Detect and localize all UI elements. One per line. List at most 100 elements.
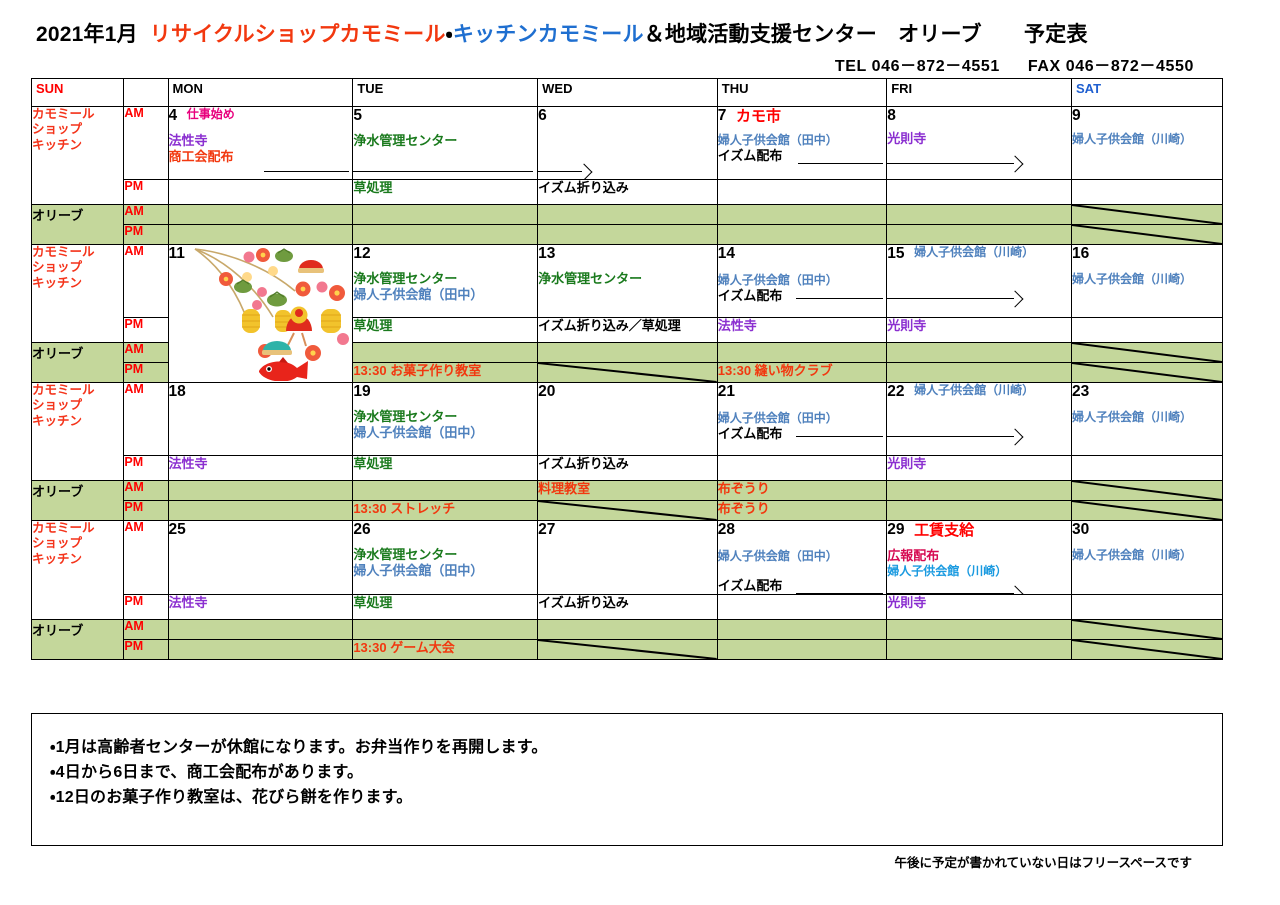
cell-week2-tue-olive-pm[interactable]: 13:30 お菓子作り教室 [352, 362, 539, 383]
cell-week1-fri-olive-am[interactable] [886, 204, 1072, 225]
cell-week3-sat-olive-am[interactable] [1071, 480, 1223, 501]
cell-week4-sat-olive-am[interactable] [1071, 618, 1223, 640]
cell-week1-thu-olive-am[interactable] [716, 204, 888, 225]
cell-week2-thu-olive-pm[interactable]: 13:30 縫い物クラブ [716, 362, 888, 383]
cell-week2-sat-am[interactable]: 16 婦人子供会館（川崎） [1071, 244, 1223, 318]
cell-week4-thu-pm[interactable] [716, 593, 888, 620]
cell-week3-tue-olive-pm[interactable]: 13:30 ストレッチ [352, 500, 539, 521]
cell-week1-mon-pm[interactable] [167, 179, 354, 205]
cell-week2-tue-pm[interactable]: 草処理 [352, 317, 539, 343]
cell-week4-tue-am[interactable]: 26 浄水管理センター 婦人子供会館（田中） [352, 520, 539, 595]
cell-week1-sat-pm[interactable] [1071, 179, 1223, 205]
cell-week1-fri-am[interactable]: 8 光則寺 [886, 106, 1072, 180]
cell-week1-mon-olive-pm[interactable] [167, 224, 354, 245]
cell-week3-tue-am[interactable]: 19 浄水管理センター 婦人子供会館（田中） [352, 382, 539, 456]
cell-week1-mon-am[interactable]: 4 仕事始め 法性寺 商工会配布 [167, 106, 354, 180]
cell-week1-tue-olive-am[interactable] [352, 204, 539, 225]
cell-week3-thu-pm[interactable] [716, 455, 888, 481]
cell-week3-wed-olive-pm[interactable] [537, 500, 718, 521]
cell-week4-sat-olive-pm[interactable] [1071, 638, 1223, 660]
cell-week3-mon-pm[interactable]: 法性寺 [167, 455, 354, 481]
cell-week3-sat-pm[interactable] [1071, 455, 1223, 481]
cell-week2-wed-am[interactable]: 13 浄水管理センター [537, 244, 718, 318]
cell-week3-fri-am[interactable]: 22 婦人子供会館（川崎） [886, 382, 1072, 456]
cell-week1-thu-pm[interactable] [716, 179, 888, 205]
event-text: 婦人子供会館（川崎） [1072, 409, 1193, 424]
cell-week2-sat-pm[interactable] [1071, 317, 1223, 343]
cell-week3-mon-olive-am[interactable] [167, 480, 354, 501]
cell-week4-fri-pm[interactable]: 光則寺 [886, 593, 1072, 620]
cell-week4-mon-am[interactable]: 25 [167, 520, 354, 595]
cell-week1-tue-am[interactable]: 5 浄水管理センター [352, 106, 539, 180]
cell-week2-sat-olive-am[interactable] [1071, 342, 1223, 363]
cell-week4-mon-olive-am[interactable] [167, 618, 354, 640]
cell-week3-mon-olive-pm[interactable] [167, 500, 354, 521]
cell-week2-thu-am[interactable]: 14 婦人子供会館（田中） イズム配布 [716, 244, 888, 318]
cell-week2-thu-pm[interactable]: 法性寺 [716, 317, 888, 343]
cell-week1-wed-am[interactable]: 6 [537, 106, 718, 180]
cell-week3-wed-pm[interactable]: イズム折り込み [537, 455, 718, 481]
cell-week2-fri-olive-pm[interactable] [886, 362, 1072, 383]
cell-week3-tue-pm[interactable]: 草処理 [352, 455, 539, 481]
cell-week3-tue-olive-am[interactable] [352, 480, 539, 501]
period-label-am: AM [123, 520, 169, 595]
cell-week4-tue-olive-pm[interactable]: 13:30 ゲーム大会 [352, 638, 539, 660]
cell-week3-sat-olive-pm[interactable] [1071, 500, 1223, 521]
cell-week4-fri-olive-am[interactable] [886, 618, 1072, 640]
cell-week3-wed-am[interactable]: 20 [537, 382, 718, 456]
event-text: 婦人子供会館（川崎） [887, 563, 1008, 578]
cell-week4-sat-am[interactable]: 30 婦人子供会館（川崎） [1071, 520, 1223, 595]
cell-week2-wed-olive-pm[interactable] [537, 362, 718, 383]
cell-week2-tue-am[interactable]: 12 浄水管理センター 婦人子供会館（田中） [352, 244, 539, 318]
cell-week2-wed-pm[interactable]: イズム折り込み／草処理 [537, 317, 718, 343]
cell-week3-sat-am[interactable]: 23 婦人子供会館（川崎） [1071, 382, 1223, 456]
cell-week2-fri-pm[interactable]: 光則寺 [886, 317, 1072, 343]
cell-week1-tue-pm[interactable]: 草処理 [352, 179, 539, 205]
cell-week2-tue-olive-am[interactable] [352, 342, 539, 363]
note-line: ・12日のお菓子作り教室は、花びら餅を作ります。 [50, 789, 413, 807]
cell-week4-tue-pm[interactable]: 草処理 [352, 593, 539, 620]
cell-week3-fri-olive-pm[interactable] [886, 500, 1072, 521]
cell-week1-fri-olive-pm[interactable] [886, 224, 1072, 245]
cell-week1-thu-am[interactable]: 7 カモ市 婦人子供会館（田中） イズム配布 [716, 106, 888, 180]
cell-week4-fri-am[interactable]: 29 工賃支給 広報配布 婦人子供会館（川崎） [886, 520, 1072, 595]
cell-week4-tue-olive-am[interactable] [352, 618, 539, 640]
cell-week4-wed-am[interactable]: 27 [537, 520, 718, 595]
cell-week1-mon-olive-am[interactable] [167, 204, 354, 225]
row-label-kamomile: カモミール ショップ キッチン [30, 106, 125, 205]
cell-week1-sat-olive-pm[interactable] [1071, 224, 1223, 245]
cell-week3-fri-pm[interactable]: 光則寺 [886, 455, 1072, 481]
cell-week4-thu-am[interactable]: 28 婦人子供会館（田中） イズム配布 [716, 520, 888, 595]
cell-week2-fri-olive-am[interactable] [886, 342, 1072, 363]
cell-week2-sat-olive-pm[interactable] [1071, 362, 1223, 383]
cell-week3-wed-olive-am[interactable]: 料理教室 [537, 480, 718, 501]
cell-week4-thu-olive-am[interactable] [716, 618, 888, 640]
unavailable-diagonal-marker [1072, 501, 1222, 520]
cell-week2-wed-olive-am[interactable] [537, 342, 718, 363]
week1-kamomile-am-row: カモミール ショップ キッチン AM 4 仕事始め 法性寺 商工会配布 5 浄水… [30, 106, 1223, 205]
cell-week1-wed-pm[interactable]: イズム折り込み [537, 179, 718, 205]
cell-week1-thu-olive-pm[interactable] [716, 224, 888, 245]
cell-week3-fri-olive-am[interactable] [886, 480, 1072, 501]
cell-week1-fri-pm[interactable] [886, 179, 1072, 205]
cell-week4-wed-pm[interactable]: イズム折り込み [537, 593, 718, 620]
cell-week4-thu-olive-pm[interactable] [716, 638, 888, 660]
cell-week3-thu-olive-am[interactable]: 布ぞうり [716, 480, 888, 501]
cell-week1-sat-olive-am[interactable] [1071, 204, 1223, 225]
cell-week2-fri-am[interactable]: 15 婦人子供会館（川崎） [886, 244, 1072, 318]
cell-week4-wed-olive-pm[interactable] [537, 638, 718, 660]
cell-week1-wed-olive-am[interactable] [537, 204, 718, 225]
cell-week3-mon-am[interactable]: 18 [167, 382, 354, 456]
cell-week2-mon-am[interactable]: 11 [167, 244, 354, 383]
cell-week1-sat-am[interactable]: 9 婦人子供会館（川崎） [1071, 106, 1223, 180]
cell-week1-tue-olive-pm[interactable] [352, 224, 539, 245]
cell-week3-thu-olive-pm[interactable]: 布ぞうり [716, 500, 888, 521]
cell-week4-mon-olive-pm[interactable] [167, 638, 354, 660]
cell-week1-wed-olive-pm[interactable] [537, 224, 718, 245]
cell-week2-thu-olive-am[interactable] [716, 342, 888, 363]
cell-week3-thu-am[interactable]: 21 婦人子供会館（田中） イズム配布 [716, 382, 888, 456]
cell-week4-wed-olive-am[interactable] [537, 618, 718, 640]
cell-week4-mon-pm[interactable]: 法性寺 [167, 593, 354, 620]
cell-week4-sat-pm[interactable] [1071, 593, 1223, 620]
cell-week4-fri-olive-pm[interactable] [886, 638, 1072, 660]
